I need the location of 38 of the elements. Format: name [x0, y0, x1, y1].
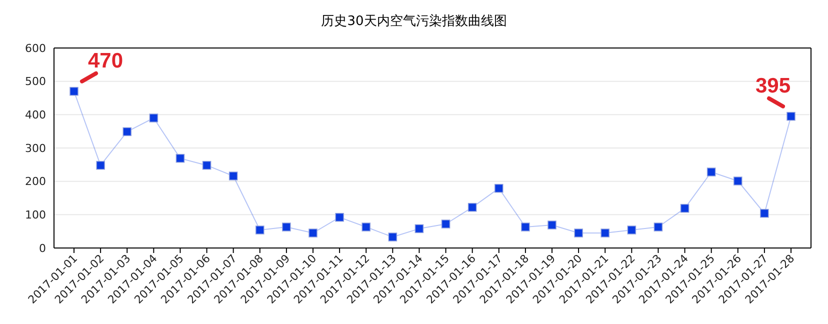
point — [414, 224, 424, 234]
point — [600, 228, 610, 238]
point — [228, 172, 238, 180]
y-tick-label: 100 — [25, 208, 46, 222]
point — [282, 222, 291, 232]
point — [441, 220, 450, 228]
point — [202, 160, 212, 170]
point — [786, 112, 796, 121]
y-tick-label: 500 — [25, 75, 46, 88]
chart-title: 历史30天内空气污染指数曲线图 — [320, 13, 508, 30]
point — [627, 226, 636, 234]
point — [255, 226, 264, 234]
point — [176, 154, 185, 163]
y-tick-label: 300 — [25, 142, 46, 155]
point — [362, 222, 371, 232]
point — [122, 127, 132, 136]
point — [733, 176, 742, 186]
point — [680, 204, 690, 213]
point — [760, 208, 769, 218]
point — [96, 160, 105, 170]
annotation: 470 — [88, 49, 124, 72]
y-tick-label: 200 — [25, 175, 46, 188]
annotation: 395 — [755, 74, 791, 98]
y-tick-label: 400 — [25, 108, 46, 122]
point — [308, 228, 318, 238]
point — [388, 232, 398, 242]
point — [494, 184, 504, 193]
point — [574, 228, 583, 238]
point — [706, 168, 716, 176]
point — [654, 222, 663, 232]
y-tick-label: 0 — [39, 242, 46, 255]
point — [335, 212, 344, 222]
point — [149, 114, 158, 122]
point — [548, 220, 556, 230]
y-tick-label: 600 — [25, 42, 46, 55]
point — [468, 202, 477, 212]
point — [521, 222, 530, 232]
point — [70, 86, 78, 96]
